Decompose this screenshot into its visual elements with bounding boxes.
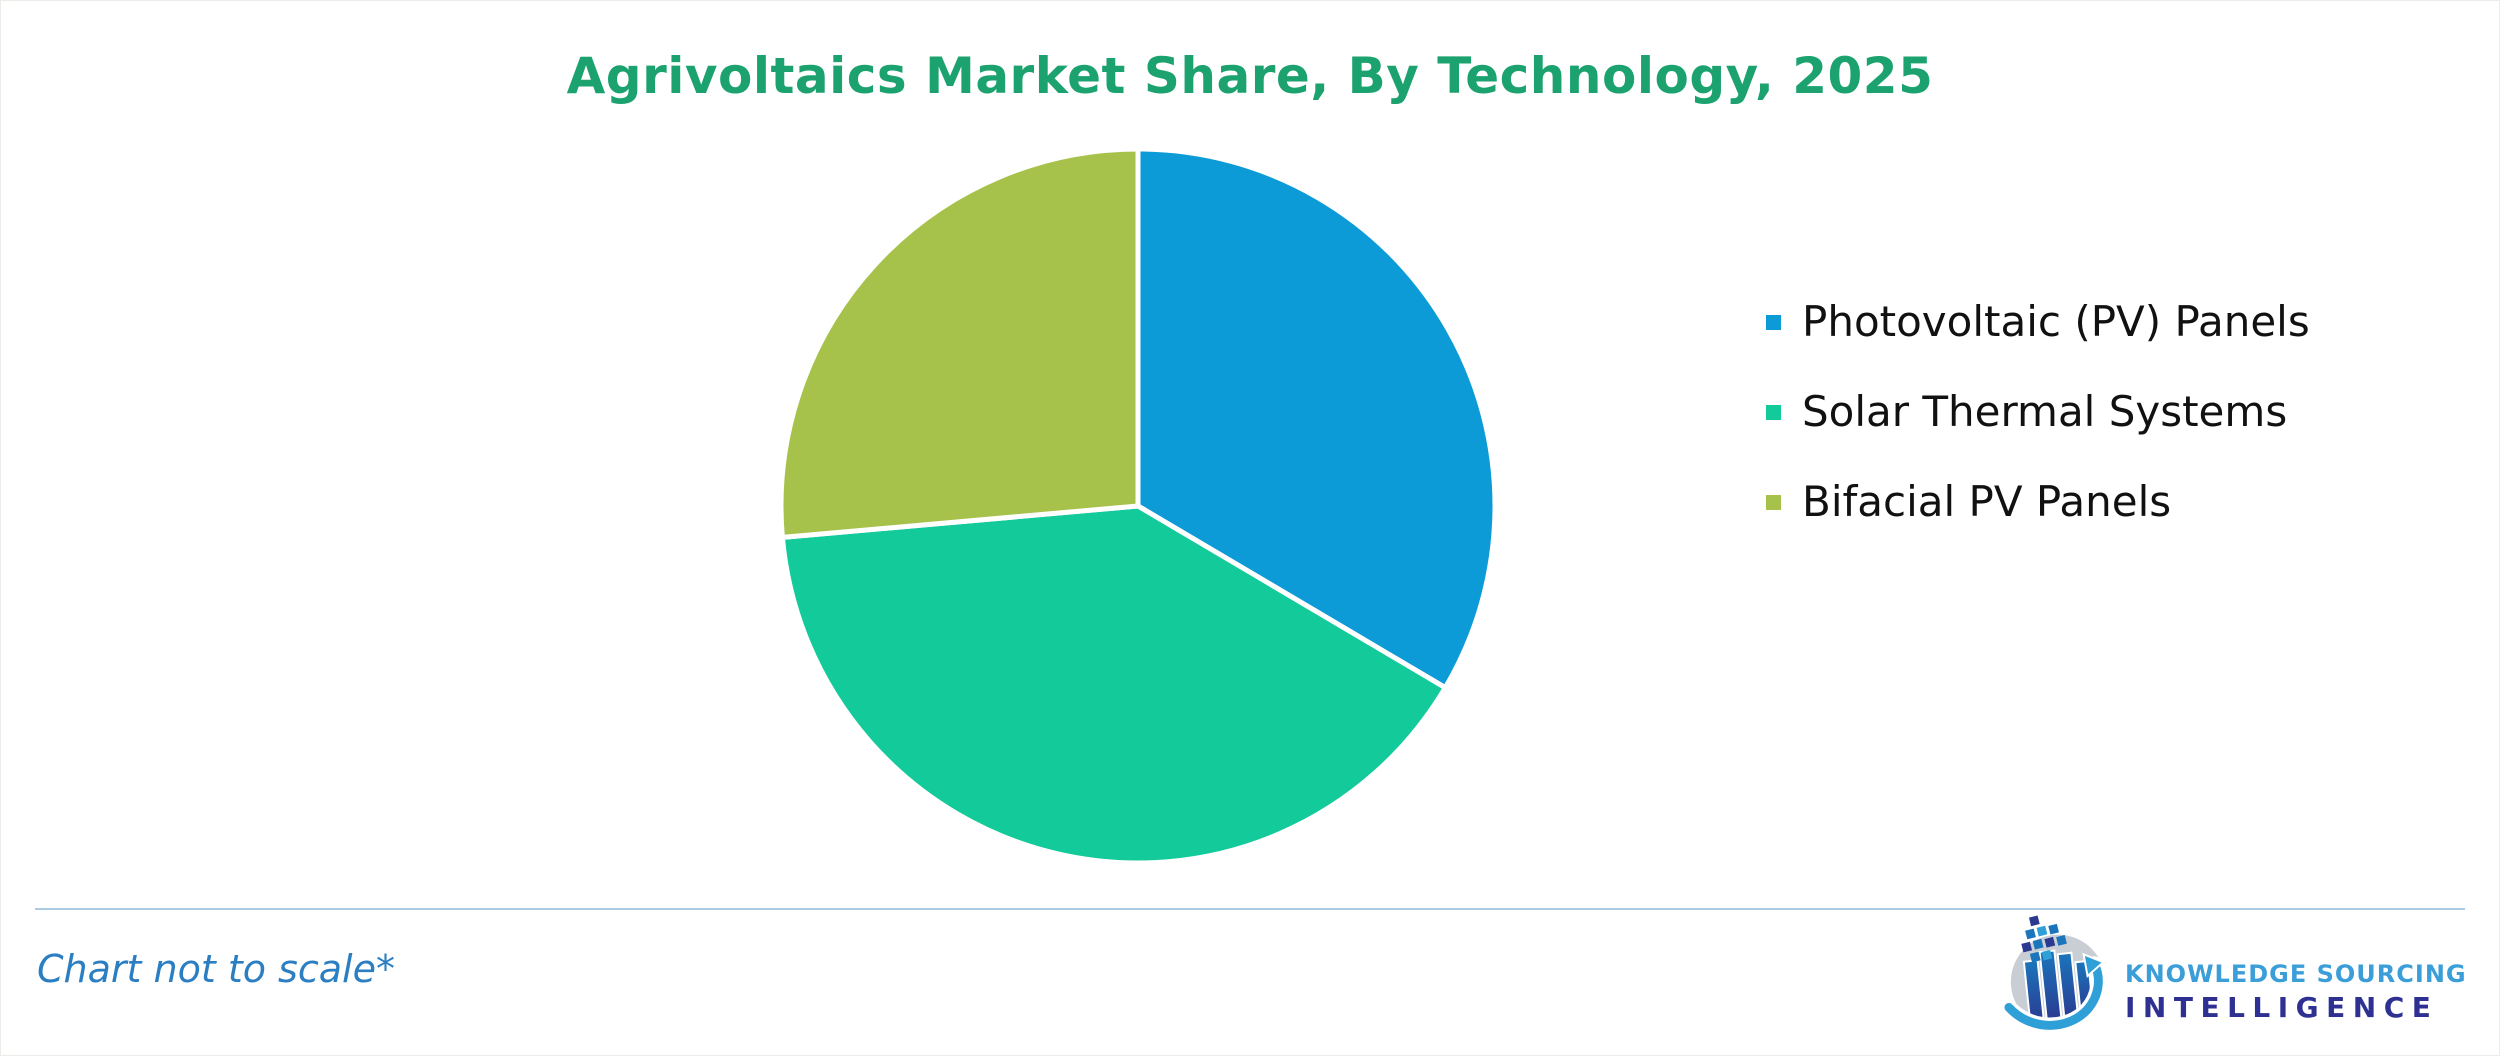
legend-item-solar-thermal-systems: Solar Thermal Systems — [1766, 388, 2310, 436]
brand-name-line1: KNOWLEDGE SOURCING — [2125, 960, 2467, 988]
knowledge-sourcing-logo-icon — [2001, 915, 2107, 1034]
pie-slice-solar-thermal-systems — [779, 503, 1448, 866]
legend: Photovoltaic (PV) Panels Solar Thermal S… — [1766, 298, 2310, 526]
legend-label: Bifacial PV Panels — [1802, 477, 2172, 526]
legend-item-bifacial-pv-panels: Bifacial PV Panels — [1766, 478, 2310, 526]
legend-swatch-icon — [1766, 314, 1781, 330]
pie-slice-photovoltaic-pv-panels — [1135, 146, 1498, 691]
footer-divider — [35, 908, 2465, 910]
pie-chart — [773, 141, 1503, 871]
brand-logo-text: KNOWLEDGE SOURCING INTELLIGENCE — [2125, 924, 2467, 1024]
legend-label: Solar Thermal Systems — [1802, 387, 2288, 436]
brand-logo: KNOWLEDGE SOURCING INTELLIGENCE — [2001, 913, 2467, 1035]
pie-chart-svg — [778, 146, 1498, 866]
scale-footnote: Chart not to scale* — [37, 947, 395, 991]
chart-title: Agrivoltaics Market Share, By Technology… — [566, 47, 1934, 105]
legend-swatch-icon — [1766, 404, 1781, 420]
legend-label: Photovoltaic (PV) Panels — [1802, 297, 2310, 346]
brand-name-line2: INTELLIGENCE — [2125, 991, 2439, 1024]
legend-item-photovoltaic-pv-panels: Photovoltaic (PV) Panels — [1766, 298, 2310, 346]
legend-swatch-icon — [1766, 494, 1781, 510]
pie-slice-bifacial-pv-panels — [778, 146, 1141, 540]
